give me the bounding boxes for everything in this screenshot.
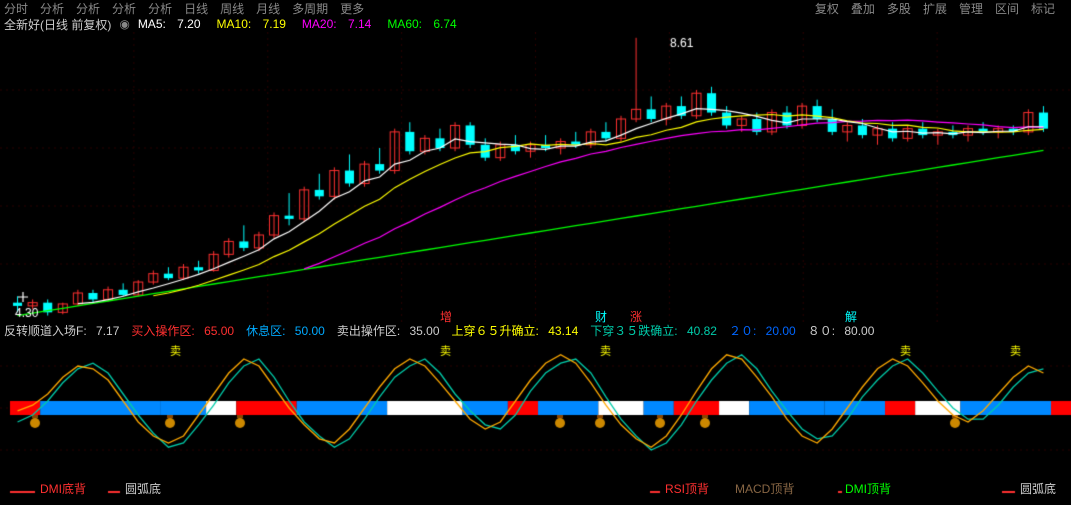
top-tab[interactable]: 月线 bbox=[256, 0, 280, 17]
ind-name: 反转顺道入场F: 7.17 bbox=[4, 322, 125, 339]
event-marker: 解 bbox=[845, 308, 857, 325]
bottom-marker-bar: DMI底背圆弧底RSI顶背MACD顶背DMI顶背圆弧底 bbox=[0, 478, 1071, 498]
ma-info-bar: 全新好(日线 前复权) ◉ MA5: 7.20 MA10: 7.19 MA20:… bbox=[0, 16, 1071, 32]
right-tab[interactable]: 复权 bbox=[815, 0, 839, 17]
ma5: MA5: 7.20 bbox=[138, 17, 209, 31]
indicator-chart[interactable] bbox=[0, 338, 1071, 478]
eye-icon[interactable]: ◉ bbox=[119, 17, 129, 31]
top-tab[interactable]: 周线 bbox=[220, 0, 244, 17]
right-tab[interactable]: 叠加 bbox=[851, 0, 875, 17]
stock-title: 全新好(日线 前复权) bbox=[4, 16, 111, 33]
right-tab[interactable]: 扩展 bbox=[923, 0, 947, 17]
ma20: MA20: 7.14 bbox=[302, 17, 379, 31]
top-tab-bar: 分时分析分析分析分析日线周线月线多周期更多复权叠加多股扩展管理区间标记 bbox=[0, 0, 1071, 16]
top-tab[interactable]: 分析 bbox=[40, 0, 64, 17]
rest-zone: 休息区: 50.00 bbox=[246, 322, 331, 339]
top-tab[interactable]: 多周期 bbox=[292, 0, 328, 17]
event-marker: 财 bbox=[595, 308, 607, 325]
ma60: MA60: 6.74 bbox=[387, 17, 464, 31]
down-cross: 下穿３５跌确立: 40.82 bbox=[590, 322, 723, 339]
event-marker: 涨 bbox=[630, 308, 642, 325]
ma10: MA10: 7.19 bbox=[217, 17, 294, 31]
top-tab[interactable]: 分析 bbox=[148, 0, 172, 17]
sell-zone: 卖出操作区: 35.00 bbox=[337, 322, 446, 339]
main-candlestick-chart[interactable] bbox=[0, 32, 1071, 322]
stock-chart-root: 分时分析分析分析分析日线周线月线多周期更多复权叠加多股扩展管理区间标记 全新好(… bbox=[0, 0, 1071, 505]
right-tab[interactable]: 标记 bbox=[1031, 0, 1055, 17]
up-cross: 上穿６５升确立: 43.14 bbox=[452, 322, 585, 339]
right-tab[interactable]: 多股 bbox=[887, 0, 911, 17]
t20: ２０: 20.00 bbox=[729, 322, 802, 339]
top-tab[interactable]: 分时 bbox=[4, 0, 28, 17]
right-tab[interactable]: 管理 bbox=[959, 0, 983, 17]
top-tab[interactable]: 分析 bbox=[76, 0, 100, 17]
top-tab[interactable]: 日线 bbox=[184, 0, 208, 17]
top-tab[interactable]: 更多 bbox=[340, 0, 364, 17]
right-tab[interactable]: 区间 bbox=[995, 0, 1019, 17]
buy-zone: 买入操作区: 65.00 bbox=[131, 322, 240, 339]
indicator-info-bar: 反转顺道入场F: 7.17 买入操作区: 65.00 休息区: 50.00 卖出… bbox=[0, 322, 1071, 338]
top-tab[interactable]: 分析 bbox=[112, 0, 136, 17]
event-marker: 增 bbox=[440, 308, 452, 325]
